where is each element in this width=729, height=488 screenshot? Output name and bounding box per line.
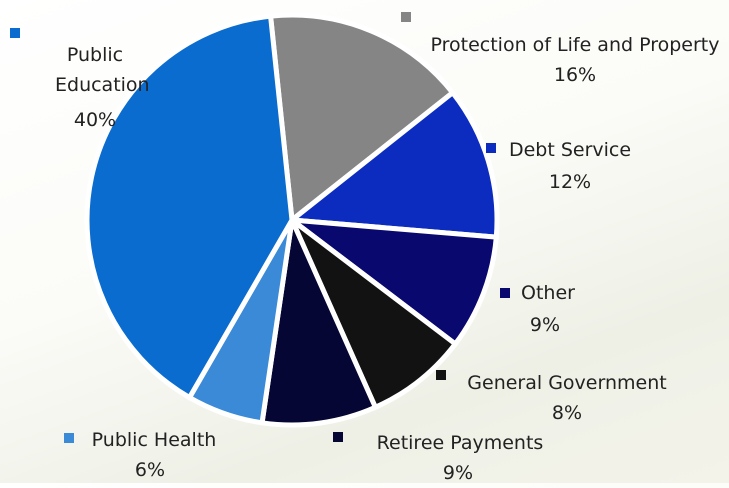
legend-swatch (486, 143, 496, 153)
legend-swatch (500, 288, 510, 298)
value-label: 6% (134, 459, 166, 481)
slice-label: Other (521, 282, 575, 304)
value-label: 8% (551, 402, 583, 424)
legend-swatch (333, 432, 343, 442)
value-label: 16% (553, 64, 597, 86)
slice-label: Public Education (55, 44, 150, 96)
slice-label: Debt Service (508, 139, 632, 161)
value-label: 12% (548, 171, 592, 193)
legend-swatch (401, 12, 411, 22)
pie-slice (84, 13, 295, 401)
value-label: 9% (442, 462, 474, 484)
pie-slice (259, 211, 379, 428)
pie-slice (285, 89, 500, 240)
legend-swatch (64, 433, 74, 443)
legend-swatch (436, 370, 446, 380)
legend-swatch (10, 28, 20, 38)
value-label: 40% (73, 109, 117, 131)
pie-slice (283, 216, 499, 348)
pie-slice (267, 12, 457, 225)
slice-label: Retiree Payments (376, 432, 544, 454)
slice-label: Protection of Life and Property (430, 34, 720, 56)
value-label: 9% (529, 314, 561, 336)
slice-label: General Government (467, 372, 667, 394)
slice-label: Public Health (91, 429, 217, 451)
